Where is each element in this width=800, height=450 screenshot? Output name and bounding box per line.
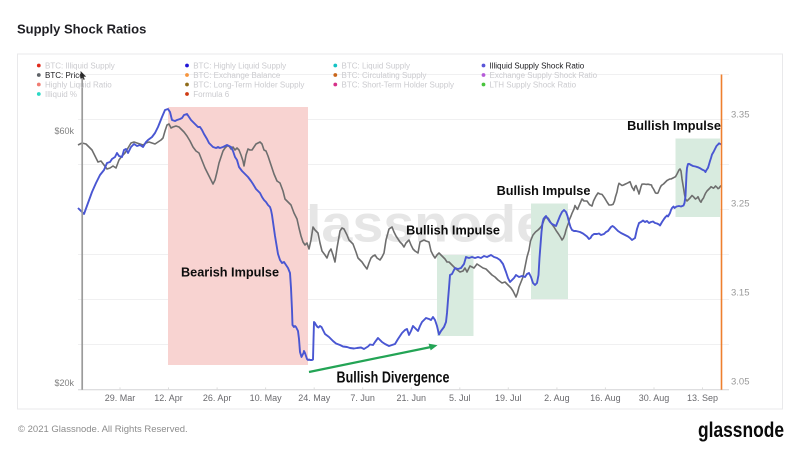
svg-text:Highly Liquid Ratio: Highly Liquid Ratio: [45, 80, 112, 89]
svg-text:29. Mar: 29. Mar: [105, 393, 136, 403]
svg-text:BTC: Price: BTC: Price: [45, 71, 84, 80]
svg-text:Supply Shock Ratios: Supply Shock Ratios: [17, 22, 146, 37]
svg-text:BTC: Long-Term Holder Supply: BTC: Long-Term Holder Supply: [193, 80, 304, 89]
svg-text:3.35: 3.35: [731, 109, 750, 120]
svg-text:BTC: Short-Term Holder Supply: BTC: Short-Term Holder Supply: [342, 80, 454, 89]
svg-text:Bullish Impulse: Bullish Impulse: [406, 224, 500, 238]
svg-text:26. Apr: 26. Apr: [203, 393, 232, 403]
svg-text:BTC: Highly Liquid Supply: BTC: Highly Liquid Supply: [193, 61, 286, 70]
svg-text:24. May: 24. May: [298, 393, 331, 403]
svg-text:BTC: Circulating Supply: BTC: Circulating Supply: [342, 71, 427, 80]
svg-text:30. Aug: 30. Aug: [639, 393, 670, 403]
svg-text:Bullish Divergence: Bullish Divergence: [337, 369, 450, 386]
svg-text:BTC: Exchange Balance: BTC: Exchange Balance: [193, 71, 281, 80]
svg-text:19. Jul: 19. Jul: [495, 393, 522, 403]
svg-text:Illiquid Supply Shock Ratio: Illiquid Supply Shock Ratio: [490, 61, 585, 70]
svg-text:5. Jul: 5. Jul: [449, 393, 471, 403]
svg-text:Illiquid %: Illiquid %: [45, 90, 77, 99]
svg-text:12. Apr: 12. Apr: [154, 393, 183, 403]
svg-text:16. Aug: 16. Aug: [590, 393, 621, 403]
svg-text:$20k: $20k: [54, 378, 74, 388]
svg-text:13. Sep: 13. Sep: [687, 393, 718, 403]
svg-text:Exchange Supply Shock Ratio: Exchange Supply Shock Ratio: [490, 71, 598, 80]
svg-text:3.25: 3.25: [731, 198, 750, 209]
svg-text:glassnode: glassnode: [272, 196, 547, 254]
svg-text:10. May: 10. May: [250, 393, 283, 403]
svg-text:3.15: 3.15: [731, 287, 750, 298]
svg-text:© 2021 Glassnode. All Rights R: © 2021 Glassnode. All Rights Reserved.: [18, 424, 188, 435]
svg-text:3.05: 3.05: [731, 376, 750, 387]
svg-text:21. Jun: 21. Jun: [397, 393, 427, 403]
svg-text:Formula 6: Formula 6: [193, 90, 230, 99]
svg-text:Bullish Impulse: Bullish Impulse: [627, 119, 721, 133]
svg-text:glassnode: glassnode: [698, 418, 784, 442]
svg-text:LTH Supply Shock Ratio: LTH Supply Shock Ratio: [490, 80, 577, 89]
svg-text:BTC: Illiquid Supply: BTC: Illiquid Supply: [45, 61, 115, 70]
svg-text:Bullish Impulse: Bullish Impulse: [497, 184, 591, 198]
svg-text:2. Aug: 2. Aug: [544, 393, 570, 403]
svg-text:Bearish Impulse: Bearish Impulse: [181, 266, 279, 280]
svg-text:BTC: Liquid Supply: BTC: Liquid Supply: [342, 61, 410, 70]
svg-text:7. Jun: 7. Jun: [350, 393, 375, 403]
svg-text:$60k: $60k: [54, 126, 74, 136]
